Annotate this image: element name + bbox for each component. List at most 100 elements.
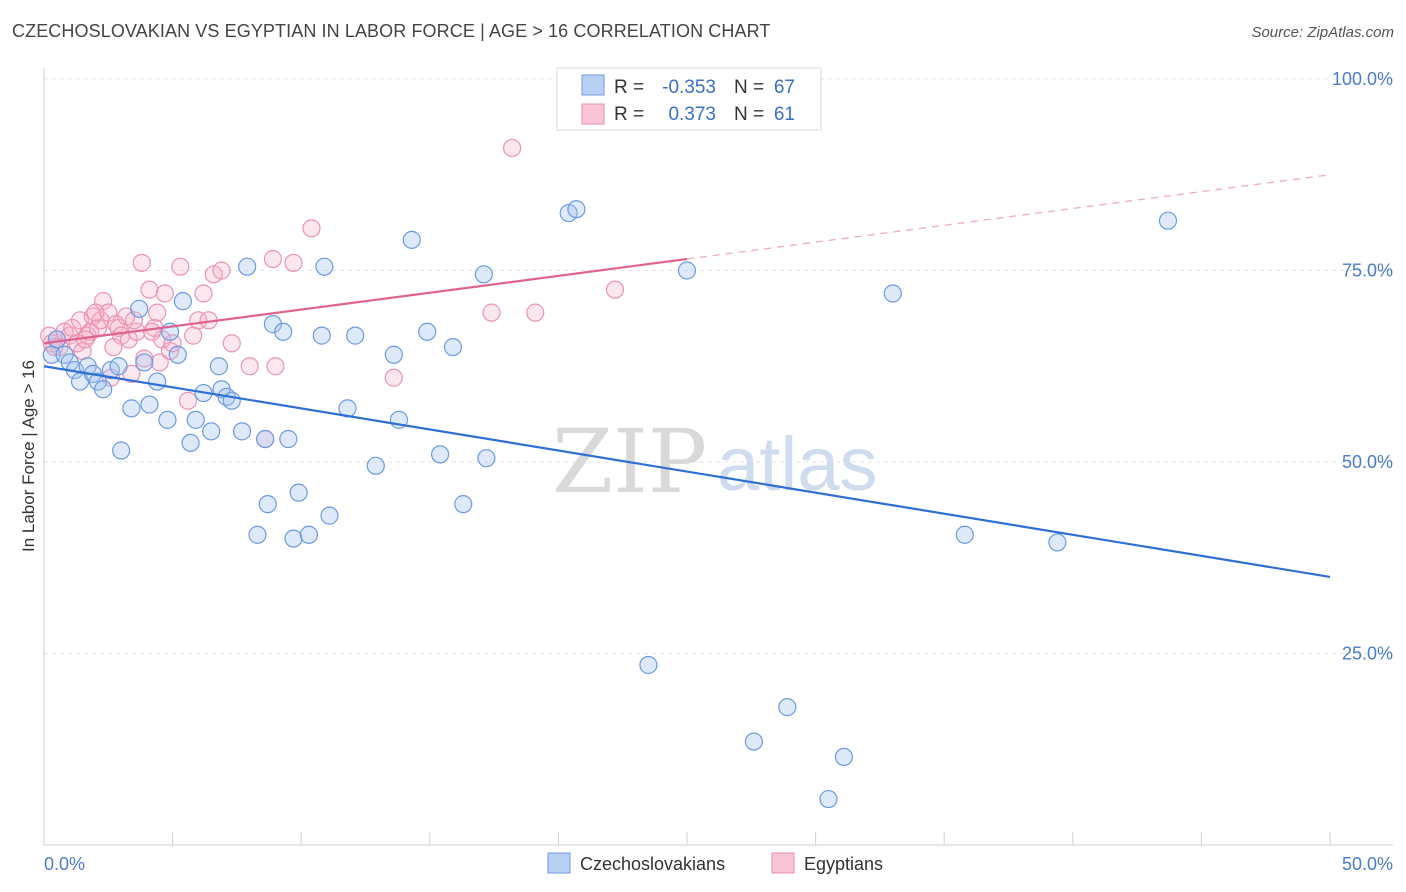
trend-lines — [43, 174, 1331, 578]
y-tick-label-25: 25.0% — [1342, 644, 1393, 664]
egyptians-point-28 — [140, 280, 159, 299]
legend-r-value-2: 0.373 — [668, 104, 716, 125]
x-tick-label-min: 0.0% — [44, 854, 85, 874]
bottom-legend: Czechoslovakians Egyptians — [547, 852, 883, 874]
czechoslovakians-point-22 — [181, 433, 200, 452]
czechoslovakians-point-52 — [430, 445, 450, 464]
czechoslovakians-point-43 — [320, 506, 339, 525]
egyptians-point-58 — [86, 303, 105, 322]
czechoslovakians-point-12 — [112, 441, 131, 460]
czechoslovakians-point-57 — [567, 200, 586, 219]
y-axis-label: In Labor Force | Age > 16 — [19, 360, 38, 552]
czechoslovakians-point-38 — [284, 529, 303, 548]
egyptians-point-27 — [135, 349, 154, 368]
czechoslovakians-point-15 — [135, 353, 154, 372]
czechoslovakians-point-18 — [158, 410, 177, 429]
czechoslovakians-point-21 — [173, 292, 192, 311]
y-tick-label-50: 50.0% — [1342, 452, 1393, 472]
czechoslovakians-point-60 — [744, 732, 763, 751]
egyptians-point-37 — [178, 391, 198, 410]
czechoslovakians-point-29 — [222, 391, 241, 410]
czechoslovakians-point-61 — [778, 698, 797, 717]
trend-line-czechoslovakians — [43, 365, 1331, 578]
legend-swatch-pink — [581, 103, 605, 125]
czechoslovakians-point-14 — [130, 299, 149, 318]
axes — [43, 68, 1393, 846]
egyptians-point-55 — [605, 280, 625, 299]
trend-line-egyptians — [43, 257, 688, 345]
czechoslovakians-point-40 — [299, 525, 319, 544]
egyptians-point-54 — [526, 303, 545, 322]
egyptians-point-35 — [163, 334, 182, 353]
legend: R = -0.353 N = 67 R = 0.373 N = 61 — [556, 67, 822, 131]
egyptians-point-26 — [132, 253, 151, 272]
czechoslovakians-point-65 — [955, 525, 974, 544]
legend-n-label-2: N = — [734, 104, 764, 125]
source-label: Source: ZipAtlas.com — [1251, 24, 1394, 41]
egyptians-point-60 — [142, 322, 162, 341]
czechoslovakians-point-54 — [474, 265, 493, 284]
czechoslovakians-point-37 — [279, 429, 298, 449]
czechoslovakians-point-25 — [202, 422, 221, 441]
czechoslovakians-point-62 — [819, 789, 838, 809]
egyptians-point-44 — [222, 334, 241, 353]
bottom-legend-swatch-blue — [547, 852, 571, 874]
czechoslovakians-point-39 — [289, 483, 308, 502]
czechoslovakians-point-16 — [140, 395, 159, 414]
czechoslovakians-point-9 — [94, 380, 113, 399]
czechoslovakians-point-58 — [639, 655, 658, 675]
egyptians-point-48 — [266, 357, 285, 376]
egyptians-point-50 — [302, 219, 321, 238]
czechoslovakians-point-33 — [256, 429, 275, 449]
egyptians-point-45 — [240, 357, 259, 376]
czechoslovakians-point-47 — [384, 345, 403, 364]
czechoslovakians-point-41 — [312, 326, 331, 345]
egyptians-point-38 — [184, 326, 203, 345]
czechoslovakians-point-67 — [1158, 211, 1178, 230]
czechoslovakians-point-31 — [238, 257, 257, 276]
egyptians-point-59 — [124, 311, 144, 330]
bottom-legend-egyptians: Egyptians — [804, 854, 883, 874]
czechoslovakians-point-34 — [258, 495, 277, 514]
legend-n-value-2: 61 — [774, 104, 795, 125]
egyptians-point-52 — [482, 303, 501, 322]
legend-r-label-1: R = — [614, 77, 644, 98]
czechoslovakians-point-1 — [47, 330, 66, 349]
y-tick-labels: 100.0% 75.0% 50.0% 25.0% — [1332, 69, 1393, 664]
legend-n-label-1: N = — [734, 77, 764, 98]
czechoslovakians-point-63 — [834, 747, 853, 767]
czechoslovakians-point-13 — [122, 399, 141, 418]
legend-r-label-2: R = — [614, 104, 644, 125]
bottom-legend-swatch-pink — [771, 852, 795, 874]
x-tick-label-max: 50.0% — [1342, 854, 1393, 874]
egyptians-point-47 — [263, 249, 283, 269]
egyptians-point-40 — [194, 284, 213, 303]
czechoslovakians-point-35 — [263, 315, 283, 334]
y-tick-label-75: 75.0% — [1342, 261, 1393, 281]
egyptians-point-49 — [284, 253, 303, 272]
egyptians-point-51 — [384, 368, 403, 387]
bottom-legend-czechoslovakians: Czechoslovakians — [580, 854, 725, 874]
egyptians-point-30 — [148, 303, 167, 322]
czechoslovakians-point-17 — [148, 372, 167, 391]
czechoslovakians-point-55 — [477, 449, 496, 468]
czechoslovakians-point-45 — [346, 326, 365, 345]
czechoslovakians-point-36 — [274, 322, 293, 341]
legend-n-value-1: 67 — [774, 77, 795, 98]
y-tick-label-100: 100.0% — [1332, 69, 1393, 89]
czechoslovakians-point-42 — [315, 257, 334, 276]
legend-swatch-blue — [581, 74, 605, 96]
chart-title: CZECHOSLOVAKIAN VS EGYPTIAN IN LABOR FOR… — [12, 21, 771, 41]
egyptians-point-31 — [150, 353, 169, 372]
czechoslovakians-point-30 — [232, 422, 252, 441]
czechoslovakians-point-53 — [454, 495, 473, 514]
czechoslovakians-point-23 — [186, 410, 205, 429]
czechoslovakians-point-64 — [883, 284, 902, 303]
czechoslovakians-point-51 — [443, 338, 463, 357]
legend-r-value-1: -0.353 — [662, 77, 716, 98]
egyptians-point-53 — [503, 138, 522, 158]
czechoslovakians-point-49 — [402, 230, 421, 249]
egyptians-point-33 — [155, 284, 174, 303]
egyptians-point-23 — [119, 330, 138, 349]
